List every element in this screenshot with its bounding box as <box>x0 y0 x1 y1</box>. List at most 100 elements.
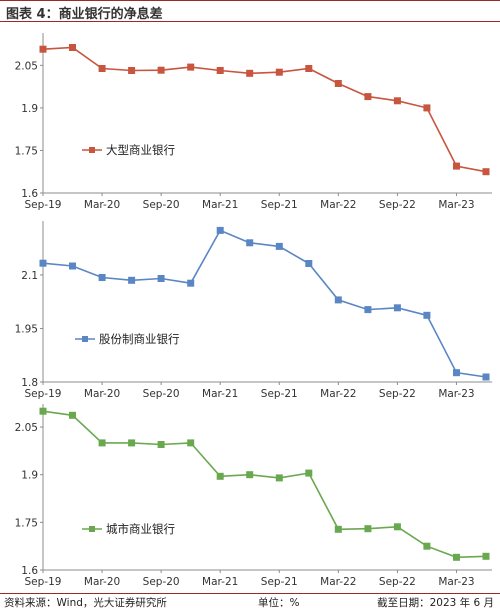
y-tick-label: 2.05 <box>15 422 38 434</box>
data-point <box>98 439 106 447</box>
legend-label: 大型商业银行 <box>106 143 175 157</box>
x-tick-label: Mar-22 <box>320 199 356 211</box>
x-tick-label: Sep-22 <box>379 576 416 588</box>
data-point <box>482 373 490 381</box>
data-point <box>216 226 224 234</box>
data-point <box>393 97 401 105</box>
data-point <box>275 68 283 76</box>
data-point <box>275 242 283 250</box>
data-point <box>216 67 224 74</box>
data-point <box>98 65 106 72</box>
footer-rule <box>0 593 500 594</box>
x-tick-label: Mar-21 <box>202 199 238 211</box>
data-point <box>453 162 460 170</box>
data-point <box>305 469 313 477</box>
x-tick-label: Mar-21 <box>202 576 238 588</box>
legend-label: 股份制商业银行 <box>99 332 180 346</box>
x-tick-label: Mar-23 <box>438 199 474 211</box>
data-point <box>423 311 431 319</box>
legend-marker <box>82 336 88 342</box>
data-point <box>157 441 165 448</box>
data-point <box>423 542 431 550</box>
x-tick-label: Mar-21 <box>202 388 238 400</box>
data-point <box>275 474 283 482</box>
data-point <box>69 44 76 51</box>
x-tick-label: Sep-21 <box>261 199 298 211</box>
x-tick-label: Mar-23 <box>438 388 474 400</box>
data-point <box>216 472 224 480</box>
y-tick-label: 1.75 <box>15 145 38 157</box>
x-tick-label: Sep-19 <box>25 199 62 211</box>
x-tick-label: Sep-22 <box>379 388 416 400</box>
x-tick-label: Mar-22 <box>320 576 356 588</box>
data-point <box>157 66 165 74</box>
data-point <box>334 525 342 533</box>
data-point <box>187 439 195 447</box>
data-point <box>128 67 136 74</box>
data-point <box>393 523 401 531</box>
data-point <box>39 45 47 53</box>
x-tick-label: Sep-22 <box>379 199 416 211</box>
data-point <box>482 168 490 176</box>
y-tick-label: 1.6 <box>21 188 38 200</box>
data-point <box>364 93 372 101</box>
data-point <box>246 239 254 247</box>
x-tick-label: Mar-22 <box>320 388 356 400</box>
y-tick-label: 1.95 <box>15 323 38 335</box>
data-point <box>246 69 254 77</box>
x-tick-label: Sep-19 <box>25 388 62 400</box>
data-point <box>305 260 313 267</box>
data-point <box>187 279 195 287</box>
x-tick-label: Sep-21 <box>261 576 298 588</box>
series-line <box>42 229 487 378</box>
data-point <box>334 80 342 87</box>
source-note: 资料来源：Wind，光大证券研究所 <box>4 597 167 609</box>
x-tick-label: Mar-20 <box>84 388 120 400</box>
series-line <box>42 410 487 559</box>
title-bottom-rule <box>0 21 500 22</box>
data-point <box>157 275 165 282</box>
data-point <box>482 552 490 560</box>
data-point <box>364 306 372 314</box>
x-tick-label: Sep-19 <box>25 576 62 588</box>
title-top-rule <box>0 0 500 1</box>
x-tick-label: Mar-20 <box>84 199 120 211</box>
x-tick-label: Sep-21 <box>261 388 298 400</box>
x-tick-label: Sep-20 <box>143 388 180 400</box>
data-point <box>246 471 254 479</box>
y-tick-label: 1.75 <box>15 517 38 529</box>
x-tick-label: Sep-20 <box>143 576 180 588</box>
y-tick-label: 1.8 <box>21 377 38 389</box>
data-point <box>423 104 431 112</box>
x-tick-label: Sep-20 <box>143 199 180 211</box>
data-point <box>98 274 106 281</box>
y-tick-label: 1.6 <box>21 565 38 577</box>
chart-area: 1.6 1.75 1.9 2.05 Sep-19 Mar-20 Sep-20 Mar-21 Se… <box>15 33 492 588</box>
legend-marker <box>89 526 95 532</box>
data-point <box>453 553 460 561</box>
figure-title: 图表 4：商业银行的净息差 <box>6 7 163 22</box>
series-line <box>42 46 487 173</box>
data-point <box>393 304 401 312</box>
legend-label: 城市商业银行 <box>106 522 175 536</box>
data-point <box>69 411 76 419</box>
data-point <box>364 525 372 533</box>
y-tick-label: 1.9 <box>21 470 38 482</box>
cutoff-date-note: 截至日期：2023 年 6 月 <box>377 597 494 609</box>
y-tick-label: 1.9 <box>21 103 38 115</box>
data-point <box>69 262 76 270</box>
x-tick-label: Mar-20 <box>84 576 120 588</box>
data-point <box>128 439 136 447</box>
y-tick-label: 2.05 <box>15 60 38 72</box>
data-point <box>187 63 195 71</box>
data-point <box>453 369 460 377</box>
data-point <box>305 65 313 72</box>
legend-marker <box>89 147 95 153</box>
data-point <box>39 407 47 415</box>
unit-note: 单位：% <box>258 597 300 609</box>
data-point <box>39 259 47 267</box>
x-tick-label: Mar-23 <box>438 576 474 588</box>
data-point <box>128 276 136 284</box>
data-point <box>334 296 342 304</box>
